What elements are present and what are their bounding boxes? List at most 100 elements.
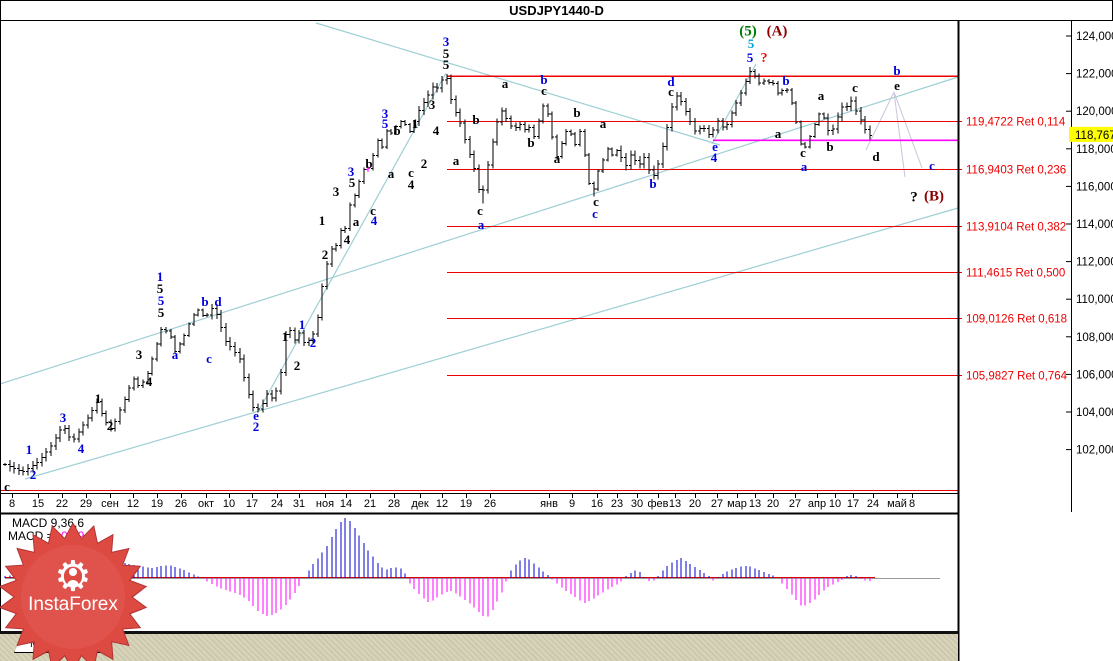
time-axis-label: 29 [80, 498, 92, 510]
instaforex-star-icon: ⚙ [0, 521, 148, 661]
time-axis-label: 27 [789, 498, 801, 510]
macd-params-label: MACD 9,36,6 [12, 516, 85, 530]
time-axis-label: 16 [591, 498, 603, 510]
wave-label: 5 [349, 175, 356, 190]
wave-label: 5 [443, 57, 450, 72]
instaforex-logo-text: InstaForex [28, 594, 118, 615]
wave-label: 5 [158, 305, 165, 320]
wave-label: ? [761, 51, 768, 66]
wave-label: a [554, 151, 561, 166]
time-axis-label: 26 [484, 498, 496, 510]
time-axis-label: 17 [246, 498, 258, 510]
wave-label: 1 [157, 269, 164, 284]
time-axis-label: окт [198, 498, 214, 510]
wave-label: 5 [443, 46, 450, 61]
time-axis-label: 15 [32, 498, 44, 510]
wave-label: 1 [282, 329, 289, 344]
time-axis-label: 13 [749, 498, 761, 510]
wave-label: c [408, 165, 414, 180]
fib-label: 113,9104 Ret 0,382 [966, 222, 1066, 234]
wave-label: d [667, 74, 675, 89]
price-axis-label: 118,000 [1076, 144, 1113, 156]
chart-title: USDJPY1440-D [0, 0, 1113, 21]
time-axis-label: 19 [151, 498, 163, 510]
wave-label: a [453, 153, 460, 168]
price-axis-label: 102,000 [1076, 445, 1113, 457]
wave-label: 2 [294, 358, 301, 373]
wave-label: (5) [739, 23, 757, 39]
time-axis-label: сен [101, 498, 119, 510]
wave-label: a [818, 88, 825, 103]
person-icon [69, 568, 77, 576]
wave-label: (B) [924, 188, 944, 204]
fib-label: 116,9403 Ret 0,236 [966, 165, 1066, 177]
wave-label: e [712, 139, 718, 154]
wave-label: b [782, 73, 789, 88]
wave-label: e [894, 78, 900, 93]
wave-label: ? [910, 189, 918, 205]
time-axis-label: ноя [316, 498, 334, 510]
price-axis-label: 106,000 [1076, 369, 1113, 381]
price-axis-label: 104,000 [1076, 407, 1113, 419]
time-axis: 8 15 22 29 сен 12 19 26 окт 10 17 24 31 ноя 14 21 28 дек 1… [9, 493, 915, 510]
current-price-value: 118,767 [1075, 130, 1113, 142]
wave-label: 4 [371, 213, 378, 228]
macd-histogram [4, 517, 940, 617]
price-axis-label: 110,000 [1076, 294, 1113, 306]
wave-label: 5 [158, 293, 165, 308]
macd-value-label: MACD = [8, 529, 58, 543]
projection-lines [865, 91, 923, 178]
trendlines [0, 22, 959, 480]
wave-label: b [365, 156, 372, 171]
wave-label: 4 [344, 232, 351, 247]
wave-label: d [214, 294, 222, 309]
wave-label: 3 [348, 164, 355, 179]
wave-label: a [353, 214, 360, 229]
chart-frame [0, 20, 1113, 661]
fib-label: 119,4722 Ret 0,114 [966, 117, 1066, 129]
wave-label: c [593, 194, 599, 209]
time-axis-label: 10 [829, 498, 841, 510]
wave-label: 2 [421, 156, 428, 171]
time-axis-label: 24 [271, 498, 283, 510]
time-axis-label: дек [411, 498, 429, 510]
time-axis-label: фев [647, 498, 668, 510]
wave-label: 1 [299, 317, 306, 332]
time-axis-label: янв [540, 498, 558, 510]
wave-label: b [472, 112, 479, 127]
wave-label: 2 [310, 335, 317, 350]
wave-label: 4 [78, 441, 85, 456]
time-axis-label: 17 [847, 498, 859, 510]
time-axis-label: 9 [569, 498, 575, 510]
wave-label: 5 [748, 36, 755, 51]
price-axis-label: 122,000 [1076, 69, 1113, 81]
wave-label: e [253, 408, 259, 423]
wave-label: b [573, 105, 580, 120]
time-axis-label: 19 [460, 498, 472, 510]
time-axis-label: 13 [669, 498, 681, 510]
time-axis-label: май [887, 498, 907, 510]
price-axis-label: 116,000 [1076, 181, 1113, 193]
wave-label: 3 [136, 347, 143, 362]
time-axis-label: 10 [223, 498, 235, 510]
time-axis-label: 26 [175, 498, 187, 510]
time-axis-label: 14 [340, 498, 352, 510]
wave-label: a [801, 159, 808, 174]
time-axis-label: 12 [127, 498, 139, 510]
wave-label: c [477, 203, 483, 218]
price-axis-label: 112,000 [1076, 257, 1113, 269]
fib-label: 105,9827 Ret 0,764 [966, 371, 1068, 383]
time-axis-label: апр [808, 498, 826, 510]
time-axis-label: 12 [436, 498, 448, 510]
time-axis-label: 8 [909, 498, 915, 510]
wave-label: a [502, 76, 509, 91]
time-axis-label: 30 [631, 498, 643, 510]
time-axis-label: 20 [689, 498, 701, 510]
wave-label: 3 [382, 106, 389, 121]
wave-label: c [852, 80, 858, 95]
wave-label: c [668, 84, 674, 99]
wave-label: a [478, 217, 485, 232]
time-axis-label: мар [727, 498, 747, 510]
wave-label: c [592, 206, 598, 221]
